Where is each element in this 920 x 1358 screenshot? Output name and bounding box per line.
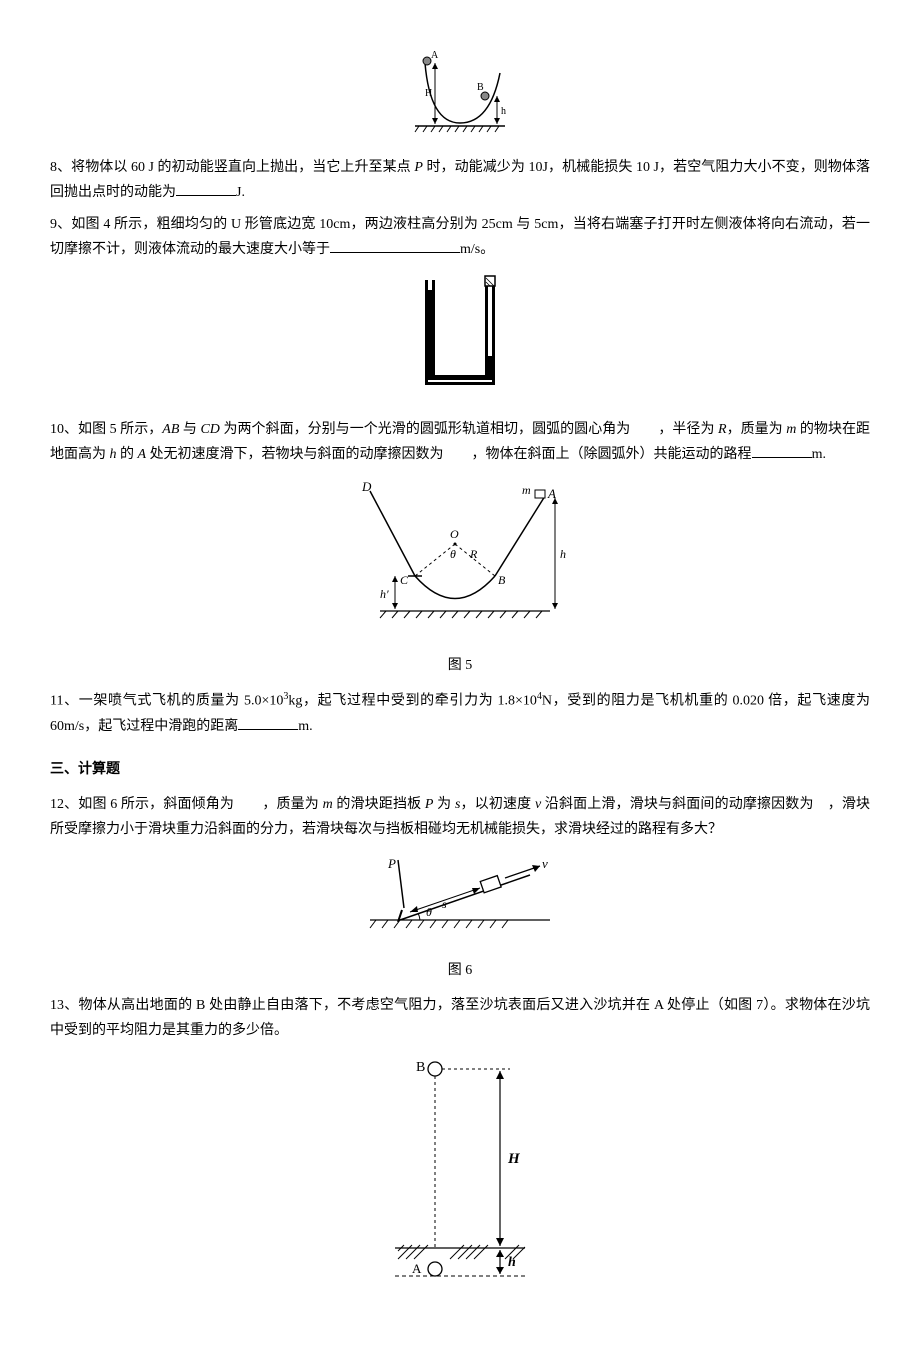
fig6-P: P: [387, 856, 396, 871]
fig5-R: R: [469, 547, 478, 561]
question-8: 8、将物体以 60 J 的初动能竖直向上抛出，当它上升至某点 P 时，动能减少为…: [50, 155, 870, 205]
label-B: B: [477, 82, 484, 93]
fig6-theta: θ: [426, 905, 432, 919]
fig5-C: C: [400, 573, 409, 587]
fig7-H: H: [507, 1151, 521, 1167]
fig7-A: A: [412, 1261, 422, 1276]
q10-h: h: [110, 447, 117, 462]
q10-unit: m.: [812, 447, 826, 462]
q10-A: A: [138, 447, 147, 462]
fig5-svg: O R θ D A C B m h h′: [350, 476, 570, 636]
section-3-title: 三、计算题: [50, 757, 870, 782]
q8-blank: [176, 181, 236, 196]
q13-text: 13、物体从高出地面的 B 处由静止自由落下，不考虑空气阻力，落至沙坑表面后又进…: [50, 998, 870, 1038]
fig6-caption: 图 6: [50, 958, 870, 983]
q10-b: 与: [179, 422, 200, 437]
q12-c: 为: [433, 797, 454, 812]
fig7-svg: B A H h: [380, 1051, 540, 1301]
q8-text-a: 8、将物体以 60 J 的初动能竖直向上抛出，当它上升至某点: [50, 160, 414, 175]
question-9: 9、如图 4 所示，粗细均匀的 U 形管底边宽 10cm，两边液柱高分别为 25…: [50, 212, 870, 262]
fig6-svg: θ P v s: [360, 850, 560, 940]
figure-5: O R θ D A C B m h h′: [50, 476, 870, 645]
fig6-v: v: [542, 856, 548, 871]
q10-c: 为两个斜面，分别与一个光滑的圆弧形轨道相切，圆弧的圆心角为 ，半径为: [220, 422, 718, 437]
q10-CD: CD: [200, 422, 219, 437]
question-10: 10、如图 5 所示，AB 与 CD 为两个斜面，分别与一个光滑的圆弧形轨道相切…: [50, 417, 870, 467]
q12-d: ，以初速度: [460, 797, 535, 812]
q12-b: 的滑块距挡板: [333, 797, 425, 812]
figure-7: B A H h: [50, 1051, 870, 1310]
fig5-O: O: [450, 527, 459, 541]
fig5-m: m: [522, 483, 531, 497]
figure-top: A B H h: [50, 48, 870, 147]
figure-6: θ P v s: [50, 850, 870, 949]
q11-unit: m.: [298, 719, 312, 734]
label-A: A: [431, 50, 439, 61]
fig7-hsmall: h: [508, 1255, 516, 1270]
fig5-theta: θ: [450, 547, 456, 561]
question-11: 11、一架喷气式飞机的质量为 5.0×103kg，起飞过程中受到的牵引力为 1.…: [50, 688, 870, 739]
fig5-h: h: [560, 547, 566, 561]
q10-f: 的: [117, 447, 138, 462]
fig5-D: D: [361, 479, 372, 494]
fig5-hp: h′: [380, 587, 389, 601]
q10-a: 10、如图 5 所示，: [50, 422, 162, 437]
q9-unit: m/s。: [460, 242, 494, 257]
figure-utube: [50, 270, 870, 409]
fig7-B: B: [416, 1060, 425, 1075]
q10-AB: AB: [162, 422, 179, 437]
q10-g: 处无初速度滑下，若物块与斜面的动摩擦因数为 ，物体在斜面上（除圆弧外）共能运动的…: [146, 447, 752, 462]
q10-blank: [752, 443, 812, 458]
fig6-s: s: [442, 897, 447, 911]
question-13: 13、物体从高出地面的 B 处由静止自由落下，不考虑空气阻力，落至沙坑表面后又进…: [50, 993, 870, 1043]
q12-a: 12、如图 6 所示，斜面倾角为 ，质量为: [50, 797, 323, 812]
q10-m: m: [786, 422, 796, 437]
label-h: h: [501, 106, 506, 117]
q10-d: ，质量为: [727, 422, 787, 437]
label-H: H: [425, 88, 432, 99]
q11-b: kg，起飞过程中受到的牵引力为 1.8×10: [288, 694, 537, 709]
q12-m: m: [323, 797, 333, 812]
fig-utube-svg: [400, 270, 520, 400]
q8-unit: J.: [236, 185, 245, 200]
fig-top-svg: A B H h: [405, 48, 515, 138]
q11-blank: [238, 715, 298, 730]
q9-blank: [330, 238, 460, 253]
fig5-B: B: [498, 573, 506, 587]
fig5-caption: 图 5: [50, 653, 870, 678]
q10-R: R: [718, 422, 727, 437]
question-12: 12、如图 6 所示，斜面倾角为 ，质量为 m 的滑块距挡板 P 为 s，以初速…: [50, 792, 870, 842]
q8-P: P: [414, 160, 423, 175]
q11-a: 11、一架喷气式飞机的质量为 5.0×10: [50, 694, 283, 709]
